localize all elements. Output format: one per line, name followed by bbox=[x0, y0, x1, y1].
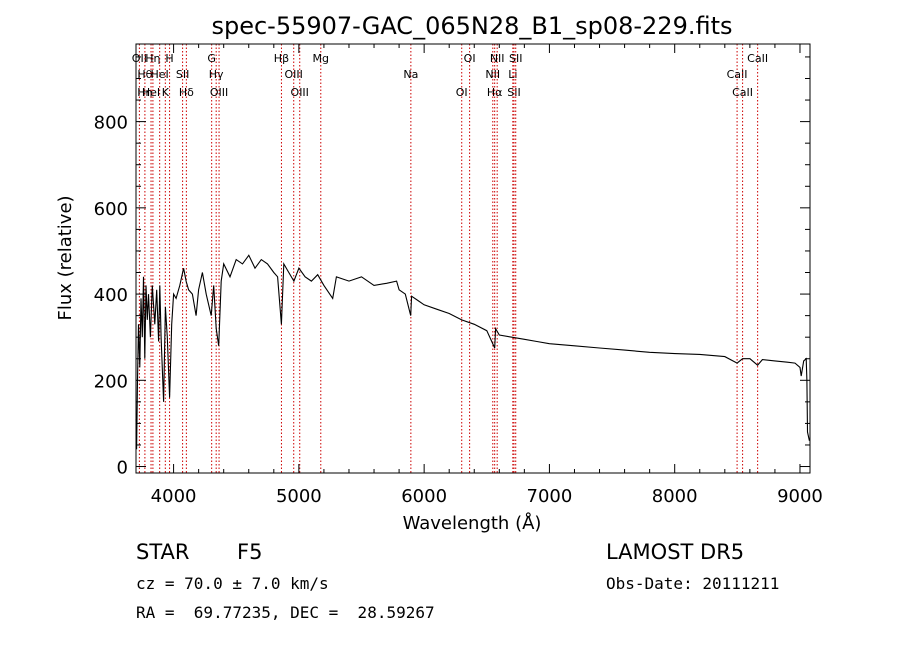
y-axis-label: Flux (relative) bbox=[55, 195, 76, 320]
chart-title: spec-55907-GAC_065N28_B1_sp08-229.fits bbox=[211, 12, 732, 40]
line-label: CaII bbox=[727, 68, 748, 81]
spectrum-chart: spec-55907-GAC_065N28_B1_sp08-229.fits O… bbox=[55, 12, 823, 534]
line-label: Mg bbox=[313, 52, 329, 65]
line-label: NII bbox=[490, 52, 505, 65]
line-label: HeI bbox=[142, 86, 160, 99]
redshift-info: cz = 70.0 ± 7.0 km/s bbox=[136, 574, 329, 593]
coordinates: RA = 69.77235, DEC = 28.59267 bbox=[136, 603, 435, 622]
line-label: CaII bbox=[747, 52, 768, 65]
plot-frame bbox=[135, 43, 811, 474]
x-tick-label: 4000 bbox=[151, 486, 197, 507]
line-markers: OIIHθHηHeIHηHeIKHSIIHδGHγOIIIHβOIIIOIIIM… bbox=[132, 44, 768, 473]
axes: 4000 5000 6000 7000 8000 9000 0 200 400 600 800 bbox=[94, 44, 823, 507]
line-label: K bbox=[162, 86, 170, 99]
subclass: F5 bbox=[237, 540, 263, 564]
obs-date: Obs-Date: 20111211 bbox=[606, 574, 780, 593]
x-axis-label: Wavelength (Å) bbox=[403, 512, 542, 534]
line-label: Hγ bbox=[209, 68, 224, 81]
y-tick-label: 600 bbox=[94, 199, 128, 220]
x-tick-label: 6000 bbox=[401, 486, 447, 507]
line-label: SII bbox=[509, 52, 522, 65]
x-tick-label: 8000 bbox=[652, 486, 698, 507]
line-label: Hα bbox=[487, 86, 503, 99]
line-label: Li bbox=[508, 68, 517, 81]
line-label: OIII bbox=[285, 68, 303, 81]
line-label: SII bbox=[507, 86, 520, 99]
line-label: Hη bbox=[145, 52, 160, 65]
y-tick-label: 200 bbox=[94, 371, 128, 392]
line-label: Hδ bbox=[179, 86, 194, 99]
line-label: SII bbox=[176, 68, 189, 81]
line-label: HeI bbox=[151, 68, 169, 81]
line-label: OI bbox=[456, 86, 468, 99]
y-tick-label: 800 bbox=[94, 113, 128, 134]
x-tick-label: 9000 bbox=[777, 486, 823, 507]
y-tick-label: 400 bbox=[94, 285, 128, 306]
y-tick-label: 0 bbox=[117, 458, 128, 479]
line-label: NII bbox=[485, 68, 500, 81]
x-tick-label: 7000 bbox=[527, 486, 573, 507]
line-label: Hη bbox=[137, 86, 152, 99]
object-type: STAR bbox=[136, 540, 190, 564]
survey-name: LAMOST DR5 bbox=[606, 540, 745, 564]
line-label: Hβ bbox=[274, 52, 289, 65]
line-label: Na bbox=[403, 68, 418, 81]
line-label: CaII bbox=[732, 86, 753, 99]
line-label: OIII bbox=[210, 86, 228, 99]
spectrum-line bbox=[135, 254, 810, 450]
line-label: Hθ bbox=[137, 68, 152, 81]
x-tick-label: 5000 bbox=[276, 486, 322, 507]
line-label: OI bbox=[464, 52, 476, 65]
line-label: G bbox=[207, 52, 216, 65]
line-label: H bbox=[165, 52, 173, 65]
line-label: OIII bbox=[291, 86, 309, 99]
